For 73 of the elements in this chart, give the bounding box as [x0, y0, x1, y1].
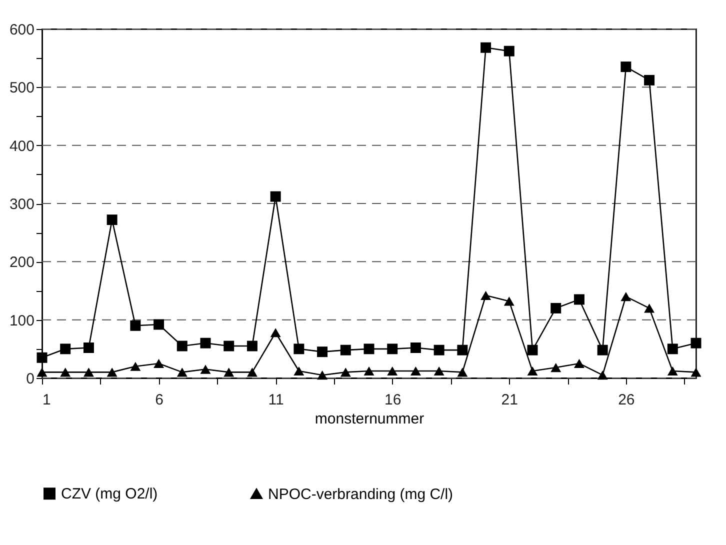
point: [154, 358, 164, 368]
point: [434, 366, 444, 376]
point: [504, 46, 514, 56]
point: [176, 368, 188, 377]
point: [457, 368, 468, 377]
y-tick-label: 300: [9, 196, 34, 213]
point: [106, 214, 118, 226]
point: [387, 366, 398, 376]
x-tick-label: 6: [155, 392, 164, 408]
x-axis-title: monsternummer: [314, 410, 424, 428]
point: [317, 370, 328, 380]
point: [457, 344, 468, 356]
x-tick-label: 11: [268, 392, 284, 408]
point: [410, 366, 421, 376]
point: [644, 74, 655, 86]
point: [527, 366, 538, 376]
point: [550, 362, 562, 372]
point: [270, 328, 281, 338]
point: [597, 370, 608, 380]
point: [690, 338, 702, 348]
point: [224, 340, 234, 352]
point: [106, 368, 118, 377]
point: [60, 368, 71, 377]
point: [504, 296, 514, 306]
y-tick-label: 200: [9, 254, 34, 272]
point: [597, 344, 608, 356]
point: [644, 304, 655, 313]
y-tick-label: 500: [9, 80, 34, 97]
point: [387, 344, 398, 354]
point: [246, 368, 258, 377]
y-tick-label: 100: [9, 312, 34, 330]
y-tick-label: 400: [9, 138, 34, 155]
point: [246, 340, 258, 352]
point: [200, 364, 211, 374]
point: [480, 42, 492, 53]
point: [270, 191, 281, 202]
point: [224, 368, 234, 377]
point: [574, 358, 584, 368]
point: [130, 362, 141, 371]
point: [550, 302, 562, 314]
point: [83, 368, 94, 377]
point: [620, 62, 632, 72]
legend-label: NPOC-verbranding (mg C/l): [268, 486, 454, 503]
point: [154, 319, 164, 330]
point: [317, 346, 328, 358]
point: [574, 294, 584, 305]
point: [36, 352, 48, 363]
point: [690, 368, 702, 377]
point: [667, 366, 678, 376]
point: [667, 344, 678, 354]
point: [200, 338, 211, 348]
point: [434, 344, 444, 356]
y-tick-label: 600: [9, 22, 34, 38]
point: [527, 344, 538, 356]
x-tick-label: 26: [618, 392, 635, 408]
point: [294, 344, 304, 354]
point: [364, 344, 374, 354]
point: [620, 292, 632, 302]
point: [480, 290, 492, 300]
point: [60, 344, 71, 354]
point: [410, 342, 421, 353]
point: [294, 366, 304, 376]
point: [340, 344, 351, 356]
x-tick-label: 21: [501, 392, 518, 408]
x-tick-label: 16: [384, 392, 402, 408]
point: [176, 340, 188, 352]
y-tick-label: 0: [26, 370, 34, 388]
legend-label: CZV (mg O2/l): [61, 486, 158, 503]
x-tick-label: 1: [42, 392, 51, 408]
point: [83, 342, 94, 353]
point: [340, 368, 351, 377]
point: [130, 320, 141, 331]
point: [364, 366, 374, 376]
